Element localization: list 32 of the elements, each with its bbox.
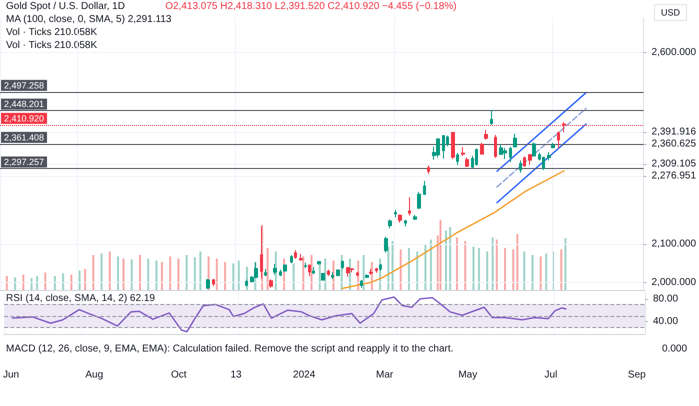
x-tick-label: Jul: [544, 370, 558, 380]
x-tick-label: 13: [230, 370, 242, 380]
y-tick-label: 2,600.000: [652, 46, 696, 58]
y-tick-label: 2,276.951: [652, 170, 696, 182]
annotation: RSI (14, close, SMA, 14, 2) 62.19: [6, 293, 156, 304]
annotation: Vol · Ticks 210.058K: [6, 40, 98, 51]
y-tick-label: 2,391.916: [652, 126, 696, 138]
annotation: Vol · Ticks 210.058K: [6, 27, 98, 38]
y-tick-label: 2,360.625: [652, 138, 696, 150]
chart-title: Gold Spot / U.S. Dollar, 1D: [6, 1, 125, 12]
ref-line-label: 2,297.257: [4, 156, 44, 167]
y-tick-label: 2,309.105: [652, 158, 696, 170]
y-tick-label: 2,000.000: [652, 276, 696, 288]
ref-line-label: 2,448.201: [4, 99, 44, 110]
ref-line-label: 2,410.920: [4, 113, 44, 124]
x-tick-label: May: [458, 370, 478, 380]
x-tick-label: Sep: [628, 370, 646, 380]
chart-subtitle: O2,413.075 H2,418.310 L2,391.520 C2,410.920 −4.455 (−0.18%): [165, 1, 457, 12]
y-tick-label: 2,100.000: [652, 238, 696, 250]
ref-line-label: 2,361.408: [4, 132, 44, 142]
ref-line-label: 2,497.258: [4, 80, 44, 90]
x-tick-label: 2024: [293, 370, 316, 380]
y-tick-label: 80.00: [653, 293, 678, 304]
annotation: MA (100, close, 0, SMA, 5) 2,291.113: [6, 14, 172, 25]
y-tick-label: 40.00: [653, 316, 678, 328]
x-tick-label: Oct: [170, 370, 187, 380]
x-tick-label: Jun: [3, 370, 20, 380]
x-tick-label: Mar: [376, 370, 394, 380]
y-axis-title: USD: [661, 8, 680, 18]
text: 0.000: [662, 344, 688, 354]
text: MACD (12, 26, close, 9, EMA, EMA): Calculation failed. Remove the script and reapply it to the chart.: [6, 344, 454, 354]
x-tick-label: Aug: [85, 370, 104, 380]
